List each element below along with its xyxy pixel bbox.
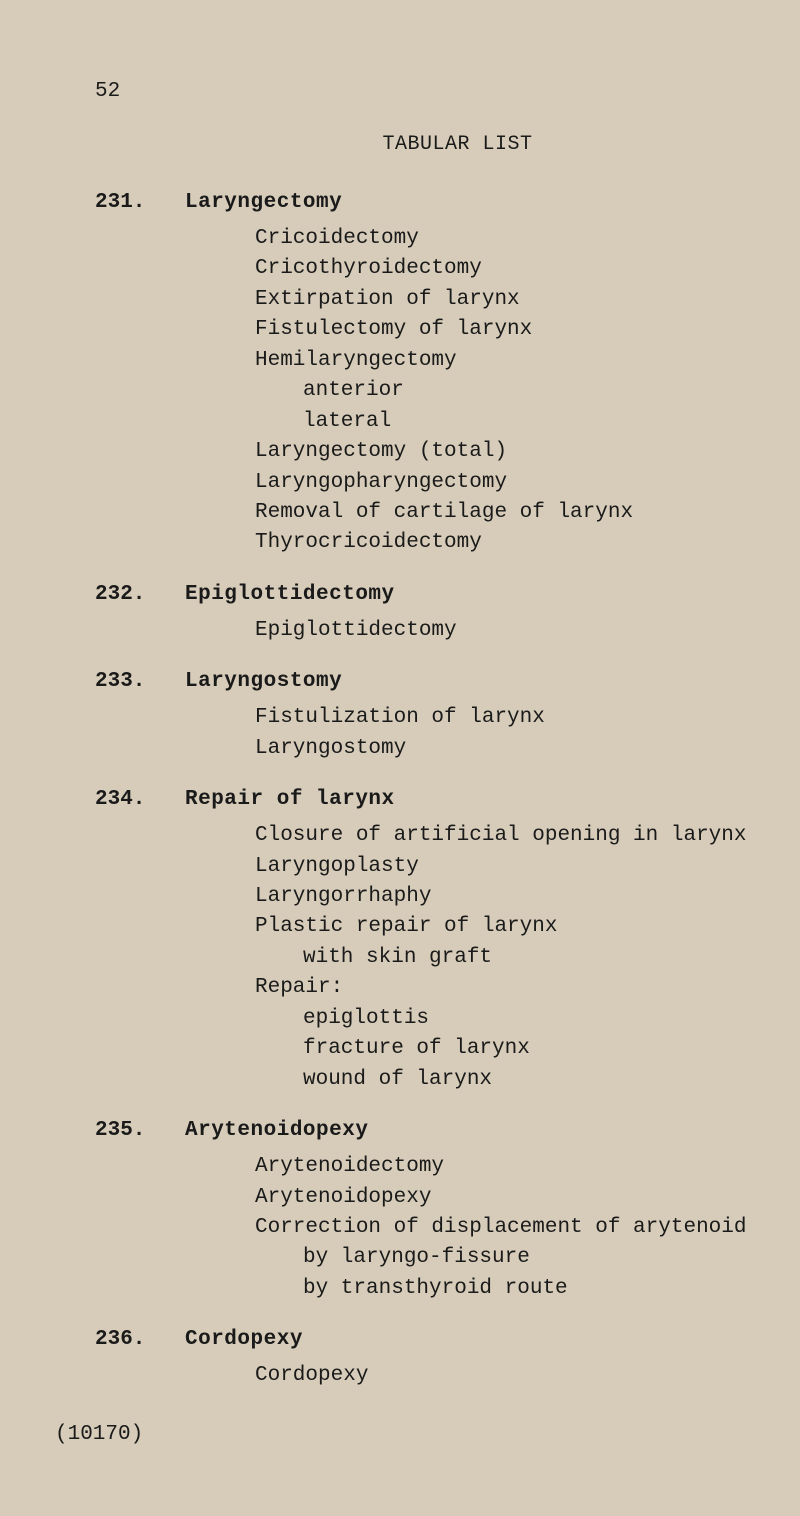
entry-line: Arytenoidopexy — [255, 1183, 740, 1213]
entry: 231.Laryngectomy CricoidectomyCricothyroi… — [95, 191, 740, 559]
entry-body: Closure of artificial opening in larynxL… — [255, 821, 740, 1095]
entry-line: Repair: — [255, 973, 740, 1003]
entry-title: Repair of larynx — [185, 788, 395, 811]
entry-number: 236. — [95, 1328, 185, 1351]
entry-line: Arytenoidectomy — [255, 1152, 740, 1182]
entry-line: Laryngectomy (total) — [255, 437, 740, 467]
document-page: 52 TABULAR LIST 231.Laryngectomy Cricoide… — [0, 0, 800, 1516]
entry: 232.EpiglottidectomyEpiglottidectomy — [95, 583, 740, 646]
entry-line: Fistulization of larynx — [255, 703, 740, 733]
entry-line: Cordopexy — [255, 1361, 740, 1391]
entry-title: Laryngectomy — [185, 191, 342, 214]
entry-number: 232. — [95, 583, 185, 606]
page-footer: (10170) — [55, 1423, 143, 1446]
entry-line: by transthyroid route — [255, 1274, 740, 1304]
entry-line: by laryngo-fissure — [255, 1243, 740, 1273]
entry-line: Removal of cartilage of larynx — [255, 498, 740, 528]
entry-head: 234.Repair of larynx — [95, 788, 740, 811]
entry: 235.ArytenoidopexyArytenoidectomyAryteno… — [95, 1119, 740, 1304]
entry-head: 231.Laryngectomy — [95, 191, 740, 214]
entry-line: with skin graft — [255, 943, 740, 973]
entries-list: 231.Laryngectomy CricoidectomyCricothyroi… — [95, 191, 740, 1392]
page-number: 52 — [95, 80, 740, 103]
entry-line: Epiglottidectomy — [255, 616, 740, 646]
entry-line: Cricothyroidectomy — [255, 254, 740, 284]
entry-line: Plastic repair of larynx — [255, 912, 740, 942]
entry-body: ArytenoidectomyArytenoidopexyCorrection … — [255, 1152, 740, 1304]
entry: 233.LaryngostomyFistulization of larynxL… — [95, 670, 740, 764]
entry-line: lateral — [255, 407, 740, 437]
entry-line: Thyrocricoidectomy — [255, 528, 740, 558]
entry-line: Laryngopharyngectomy — [255, 468, 740, 498]
entry-title: Laryngostomy — [185, 670, 342, 693]
entry-number: 234. — [95, 788, 185, 811]
entry-line: Laryngorrhaphy — [255, 882, 740, 912]
entry-line: Hemilaryngectomy — [255, 346, 740, 376]
entry: 234.Repair of larynx Closure of artificia… — [95, 788, 740, 1095]
entry-body: Epiglottidectomy — [255, 616, 740, 646]
entry-number: 233. — [95, 670, 185, 693]
entry-body: CricoidectomyCricothyroidectomyExtirpati… — [255, 224, 740, 559]
entry-line: Cricoidectomy — [255, 224, 740, 254]
entry-title: Arytenoidopexy — [185, 1119, 368, 1142]
entry-line: epiglottis — [255, 1004, 740, 1034]
entry-title: Epiglottidectomy — [185, 583, 395, 606]
entry-line: wound of larynx — [255, 1065, 740, 1095]
entry-number: 235. — [95, 1119, 185, 1142]
entry-line: Closure of artificial opening in larynx — [255, 821, 740, 851]
page-header: TABULAR LIST — [175, 133, 740, 156]
entry-line: Extirpation of larynx — [255, 285, 740, 315]
entry-head: 232.Epiglottidectomy — [95, 583, 740, 606]
entry-line: Laryngostomy — [255, 734, 740, 764]
entry-line: Correction of displacement of arytenoid — [255, 1213, 740, 1243]
entry-line: fracture of larynx — [255, 1034, 740, 1064]
entry-head: 236.Cordopexy — [95, 1328, 740, 1351]
entry-body: Cordopexy — [255, 1361, 740, 1391]
entry-body: Fistulization of larynxLaryngostomy — [255, 703, 740, 764]
entry-title: Cordopexy — [185, 1328, 303, 1351]
entry: 236.CordopexyCordopexy — [95, 1328, 740, 1391]
entry-line: Laryngoplasty — [255, 852, 740, 882]
entry-number: 231. — [95, 191, 185, 214]
entry-head: 235.Arytenoidopexy — [95, 1119, 740, 1142]
entry-head: 233.Laryngostomy — [95, 670, 740, 693]
entry-line: anterior — [255, 376, 740, 406]
entry-line: Fistulectomy of larynx — [255, 315, 740, 345]
